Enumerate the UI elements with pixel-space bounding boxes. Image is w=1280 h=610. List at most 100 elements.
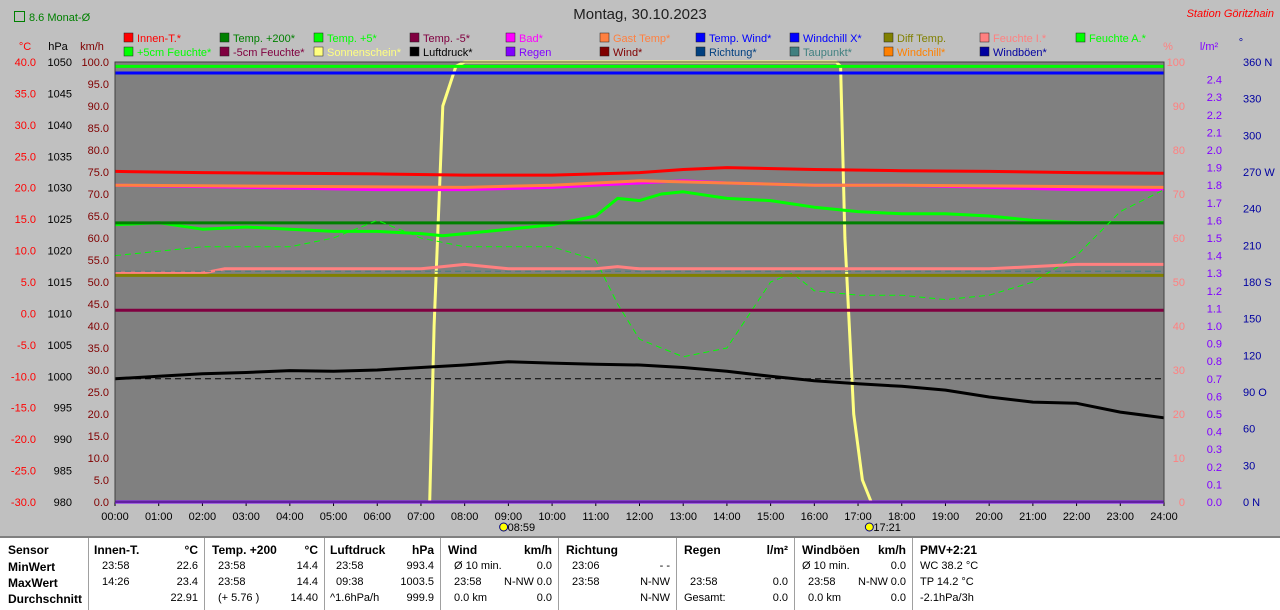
rain-tick-label: 1.1 [1207, 303, 1222, 315]
series-line [114, 189, 1165, 358]
checkbox-icon[interactable] [14, 11, 25, 22]
pressure-tick-label: 1005 [48, 340, 72, 352]
percent-tick-label: 60 [1173, 233, 1185, 245]
stats-value: 14.4 [296, 560, 318, 572]
stats-value: N-NW [640, 576, 670, 588]
stats-header: PMV+2:21 [920, 543, 978, 557]
stats-time: 23:58 [218, 576, 246, 588]
rain-tick-label: 1.9 [1207, 163, 1222, 175]
rain-tick-label: 0.8 [1207, 356, 1222, 368]
stats-header: Luftdruck [330, 543, 386, 557]
pressure-tick-label: 995 [54, 403, 72, 415]
temp-tick-label: -20.0 [11, 434, 36, 446]
legend-label: Windchill* [897, 47, 946, 59]
temp-tick-label: 30.0 [15, 120, 36, 132]
legend-swatch [979, 46, 990, 57]
percent-axis-unit: % [1163, 41, 1173, 53]
rain-tick-label: 2.3 [1207, 92, 1222, 104]
percent-tick-label: 50 [1173, 277, 1185, 289]
series-line [115, 262, 1164, 275]
legend-label: Diff Temp. [897, 33, 946, 45]
legend-swatch [219, 46, 230, 57]
stats-header: Wind [448, 543, 478, 557]
percent-tick-label: 100 [1167, 57, 1185, 69]
stats-pressure-trend: -2.1hPa/3h [920, 592, 974, 604]
stats-trend: ^1.6hPa/h [330, 592, 380, 604]
direction-tick-label: 30 [1243, 460, 1255, 472]
direction-axis-unit: ° [1239, 37, 1243, 49]
rain-tick-label: 0.2 [1207, 462, 1222, 474]
stats-total-label: Gesamt: [684, 592, 726, 604]
rain-tick-label: 0.7 [1207, 374, 1222, 386]
pressure-tick-label: 990 [54, 434, 72, 446]
weather-chart: Innen-T.* Temp. +200* Temp. +5* Temp. -5* Ba… [11, 32, 1275, 534]
pressure-tick-label: 1035 [48, 151, 72, 163]
sunrise-label: 08:59 [508, 522, 536, 534]
stats-col-pmv: PMV+2:21 WC 38.2 °C TP 14.2 °C -2.1hPa/3… [912, 538, 1280, 610]
rain-tick-label: 2.0 [1207, 145, 1222, 157]
stats-unit: km/h [877, 543, 906, 557]
stats-value: 0.0 [772, 576, 788, 588]
speed-tick-label: 35.0 [88, 343, 109, 355]
stats-col-wind: Wind km/h Ø 10 min. 0.0 23:58 N-NW 0.0 0… [440, 538, 559, 610]
stats-col-richtung: Richtung 23:06 - - 23:58 N-NW N-NW [558, 538, 677, 610]
rain-tick-label: 1.4 [1207, 251, 1222, 263]
stats-header: Richtung [566, 543, 618, 557]
pressure-tick-label: 1020 [48, 246, 72, 258]
pressure-tick-label: 985 [54, 466, 72, 478]
legend-swatch [123, 46, 134, 57]
speed-axis-unit: km/h [80, 41, 104, 53]
stats-direction: N-NW [858, 576, 888, 588]
speed-tick-label: 40.0 [88, 321, 109, 333]
direction-tick-label: 360 N [1243, 57, 1272, 69]
rain-tick-label: 2.4 [1207, 75, 1222, 87]
speed-tick-label: 90.0 [88, 101, 109, 113]
stats-time: 23:58 [336, 560, 364, 572]
stats-col-windboeen: Windböen km/h Ø 10 min. 0.0 23:58 N-NW 0… [794, 538, 913, 610]
stats-value: 14.4 [296, 576, 318, 588]
temp-tick-label: 20.0 [15, 183, 36, 195]
series-line [114, 360, 1165, 420]
x-tick-label: 02:00 [189, 511, 217, 523]
chart-title: Montag, 30.10.2023 [573, 6, 707, 23]
rain-tick-label: 1.7 [1207, 198, 1222, 210]
legend-label: Temp. Wind* [709, 33, 772, 45]
rain-tick-label: 1.2 [1207, 286, 1222, 298]
speed-tick-label: 0.0 [94, 497, 109, 509]
stats-value: 0.0 [536, 592, 552, 604]
plot-area [115, 62, 1164, 502]
speed-tick-label: 80.0 [88, 145, 109, 157]
stats-value: 0.0 [772, 592, 788, 604]
speed-tick-label: 100.0 [81, 57, 109, 69]
monthly-average[interactable]: 8.6 Monat-Ø [14, 11, 90, 24]
legend-label: Richtung* [709, 47, 757, 59]
speed-tick-label: 50.0 [88, 277, 109, 289]
stats-value: 993.4 [406, 560, 434, 572]
stats-row-label: Durchschnitt [8, 592, 83, 606]
series-line [114, 166, 1165, 177]
x-tick-label: 15:00 [757, 511, 785, 523]
direction-tick-label: 60 [1243, 424, 1255, 436]
rain-tick-label: 2.2 [1207, 110, 1222, 122]
stats-header: Temp. +200 [212, 543, 277, 557]
temp-tick-label: -5.0 [17, 340, 36, 352]
stats-row-label: MinWert [8, 560, 56, 574]
rain-tick-label: 0.0 [1207, 497, 1222, 509]
stats-time: Ø 10 min. [454, 560, 502, 572]
temp-tick-label: 10.0 [15, 246, 36, 258]
station-name: Station Göritzhain [1186, 8, 1274, 20]
stats-diff: (+ 5.76 ) [218, 592, 260, 604]
stats-distance: 0.0 km [808, 592, 842, 604]
speed-tick-label: 95.0 [88, 79, 109, 91]
rain-tick-label: 1.0 [1207, 321, 1222, 333]
percent-tick-label: 90 [1173, 101, 1185, 113]
legend-label: -5cm Feuchte* [233, 47, 305, 59]
stats-value: - - [659, 560, 670, 572]
x-tick-label: 17:00 [844, 511, 872, 523]
stats-windchill: WC 38.2 °C [920, 560, 979, 572]
temp-tick-label: -15.0 [11, 403, 36, 415]
stats-value: 14.40 [290, 592, 318, 604]
speed-tick-label: 65.0 [88, 211, 109, 223]
stats-col-luftdruck: Luftdruck hPa 23:58 993.4 09:38 1003.5 ^… [324, 538, 441, 610]
x-tick-label: 10:00 [538, 511, 566, 523]
